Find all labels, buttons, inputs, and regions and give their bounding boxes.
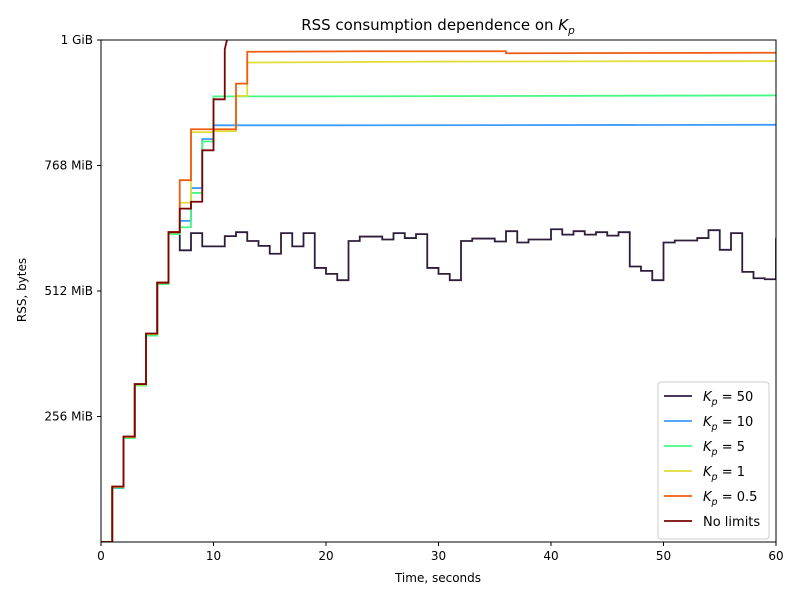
y-tick-label: 512 MiB <box>44 284 93 298</box>
y-tick-label: 768 MiB <box>44 159 93 173</box>
x-axis: 0 10 20 30 40 50 60 <box>97 542 784 563</box>
y-axis: 256 MiB 512 MiB 768 MiB 1 GiB <box>44 33 101 424</box>
legend-label: Kp = 50 <box>703 390 753 408</box>
series-lines <box>101 40 776 542</box>
legend-label: Kp = 5 <box>703 440 745 458</box>
y-tick-label: 1 GiB <box>61 33 93 47</box>
x-tick-label: 50 <box>656 549 671 563</box>
x-tick-label: 60 <box>768 549 783 563</box>
legend-label: Kp = 0.5 <box>703 490 757 508</box>
legend-label: No limits <box>703 515 760 530</box>
y-tick-label: 256 MiB <box>44 410 93 424</box>
legend: Kp = 50 Kp = 10 Kp = 5 Kp = 1 Kp = 0.5 No lim… <box>657 381 770 540</box>
x-tick-label: 10 <box>206 549 221 563</box>
chart-title-prefix: RSS consumption dependence on <box>301 16 558 34</box>
legend-label: Kp = 1 <box>703 465 745 483</box>
x-tick-label: 0 <box>97 549 105 563</box>
chart-title-var: K <box>558 16 569 34</box>
plot-area <box>100 39 777 543</box>
legend-label: Kp = 10 <box>703 415 753 433</box>
chart-title-sub: p <box>567 25 575 37</box>
x-tick-label: 30 <box>431 549 446 563</box>
x-tick-label: 20 <box>318 549 333 563</box>
chart-title: RSS consumption dependence on Kp <box>301 16 575 37</box>
y-axis-label: RSS, bytes <box>15 258 29 322</box>
x-axis-label: Time, seconds <box>394 571 481 585</box>
x-tick-label: 40 <box>543 549 558 563</box>
series-line-0 <box>101 228 776 542</box>
series-line-5 <box>101 40 228 542</box>
